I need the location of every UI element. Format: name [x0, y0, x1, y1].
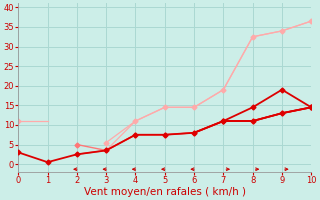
X-axis label: Vent moyen/en rafales ( km/h ): Vent moyen/en rafales ( km/h ) — [84, 187, 246, 197]
